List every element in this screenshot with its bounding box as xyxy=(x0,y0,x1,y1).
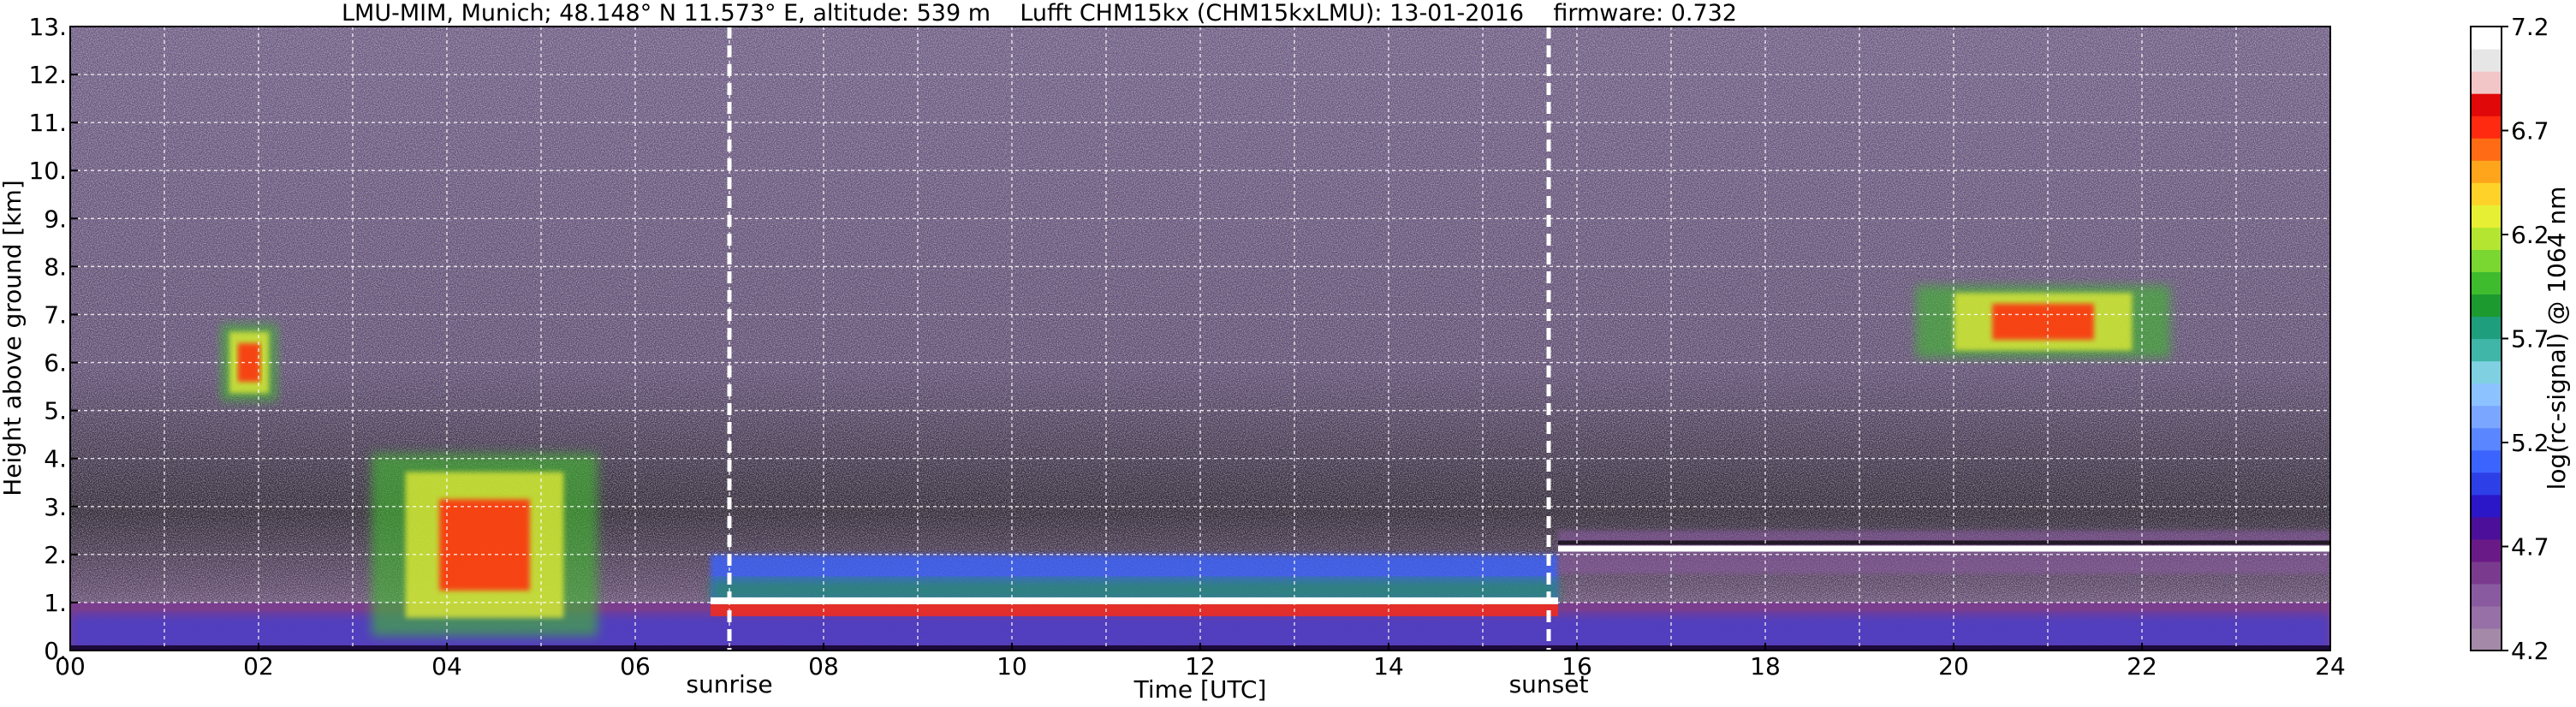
colorbar-segment xyxy=(2471,627,2502,651)
colorbar-segment xyxy=(2471,338,2502,362)
colorbar-label: log(rc-signal) @ 1064 nm xyxy=(2543,187,2571,490)
y-tick-label: 5. xyxy=(44,397,67,425)
x-tick-label: 24 xyxy=(2315,652,2346,680)
y-tick-label: 3. xyxy=(44,493,67,521)
layer-edge-lower xyxy=(711,603,1558,616)
colorbar-segment xyxy=(2471,405,2502,429)
colorbar-segment xyxy=(2471,93,2502,116)
colorbar-segment xyxy=(2471,516,2502,540)
y-tick-label: 6. xyxy=(44,349,67,377)
colorbar-segment xyxy=(2471,494,2502,518)
x-tick-label: 10 xyxy=(996,652,1027,680)
chart-title: LMU-MIM, Munich; 48.148° N 11.573° E, al… xyxy=(342,0,1737,27)
x-tick-label: 08 xyxy=(808,652,839,680)
colorbar-segment xyxy=(2471,449,2502,473)
layer-edge xyxy=(711,597,1558,604)
x-axis-label: Time [UTC] xyxy=(1133,675,1267,704)
x-tick-label: 12 xyxy=(1185,652,1216,680)
colorbar-segment xyxy=(2471,27,2502,50)
colorbar-segment xyxy=(2471,316,2502,340)
y-tick-label: 9. xyxy=(44,205,67,233)
x-tick-label: 02 xyxy=(243,652,274,680)
x-tick-label: 14 xyxy=(1373,652,1404,680)
x-tick-label: 06 xyxy=(620,652,651,680)
colorbar-segment xyxy=(2471,71,2502,94)
colorbar-segment xyxy=(2471,605,2502,629)
colorbar-segment xyxy=(2471,227,2502,250)
colorbar-segment xyxy=(2471,138,2502,161)
layer-cloud-4 xyxy=(1916,285,2170,358)
colorbar-segment xyxy=(2471,249,2502,272)
colorbar-tick-label: 6.7 xyxy=(2511,117,2549,146)
y-tick-label: 13. xyxy=(28,13,67,41)
grid xyxy=(70,27,2330,651)
colorbar-tick-label: 7.2 xyxy=(2511,13,2549,41)
event-lines: sunrise sunset xyxy=(686,27,1588,698)
colorbar-segment xyxy=(2471,205,2502,228)
event-label-sunrise: sunrise xyxy=(686,670,772,698)
colorbar-segment xyxy=(2471,182,2502,205)
colorbar-segment xyxy=(2471,360,2502,384)
layer-edge xyxy=(1558,545,2330,552)
y-axis: 0. 1. 2. 3. 4. 5. 6. 7. 8. 9. 10. 11. 12. 13. xyxy=(28,13,78,665)
colorbar-segment xyxy=(2471,561,2502,585)
x-tick-label: 16 xyxy=(1562,652,1592,680)
colorbar-segment xyxy=(2471,271,2502,295)
layer-cloud-top-5 xyxy=(1558,530,2330,574)
layer-core xyxy=(1992,303,2094,340)
colorbar-segment xyxy=(2471,427,2502,451)
colorbar-segment xyxy=(2471,472,2502,496)
y-axis-label: Height above ground [km] xyxy=(0,180,27,496)
colorbar-tick-label: 5.2 xyxy=(2511,429,2549,457)
layer-core xyxy=(439,499,530,591)
colorbar-segment xyxy=(2471,383,2502,407)
colorbar-tick-label: 6.2 xyxy=(2511,221,2549,249)
layer-residual-layer-1 xyxy=(711,554,1558,616)
layer-cloud-3 xyxy=(372,454,598,637)
y-tick-label: 1. xyxy=(44,589,67,617)
colorbar-segment xyxy=(2471,294,2502,318)
y-tick-label: 2. xyxy=(44,541,67,569)
x-tick-label: 18 xyxy=(1750,652,1781,680)
layer-edge-dark xyxy=(1558,540,2330,545)
colorbar-segment xyxy=(2471,49,2502,72)
colorbar-segment xyxy=(2471,538,2502,562)
y-tick-label: 4. xyxy=(44,445,67,473)
x-tick-label: 00 xyxy=(55,652,86,680)
y-tick-label: 0. xyxy=(44,637,67,665)
x-tick-label: 22 xyxy=(2127,652,2157,680)
colorbar-segment xyxy=(2471,160,2502,183)
x-tick-label: 04 xyxy=(431,652,462,680)
layer-fill xyxy=(1558,530,2330,574)
colorbar-tick-label: 5.7 xyxy=(2511,325,2549,354)
y-tick-label: 12. xyxy=(28,61,67,89)
y-tick-label: 7. xyxy=(44,300,67,329)
y-tick-label: 8. xyxy=(44,253,67,281)
y-tick-label: 11. xyxy=(28,109,67,137)
x-axis: 00 02 04 06 08 10 12 14 16 18 20 22 24 xyxy=(55,643,2346,680)
x-tick-label: 20 xyxy=(1938,652,1969,680)
colorbar-tick-label: 4.7 xyxy=(2511,533,2549,561)
colorbar-segment xyxy=(2471,583,2502,607)
colorbar-segment xyxy=(2471,116,2502,139)
y-tick-label: 10. xyxy=(28,157,67,185)
colorbar-tick-label: 4.2 xyxy=(2511,637,2549,665)
event-label-sunset: sunset xyxy=(1509,670,1589,698)
colorbar: 4.2 4.7 5.2 5.7 6.2 6.7 7.2 xyxy=(2470,13,2549,665)
